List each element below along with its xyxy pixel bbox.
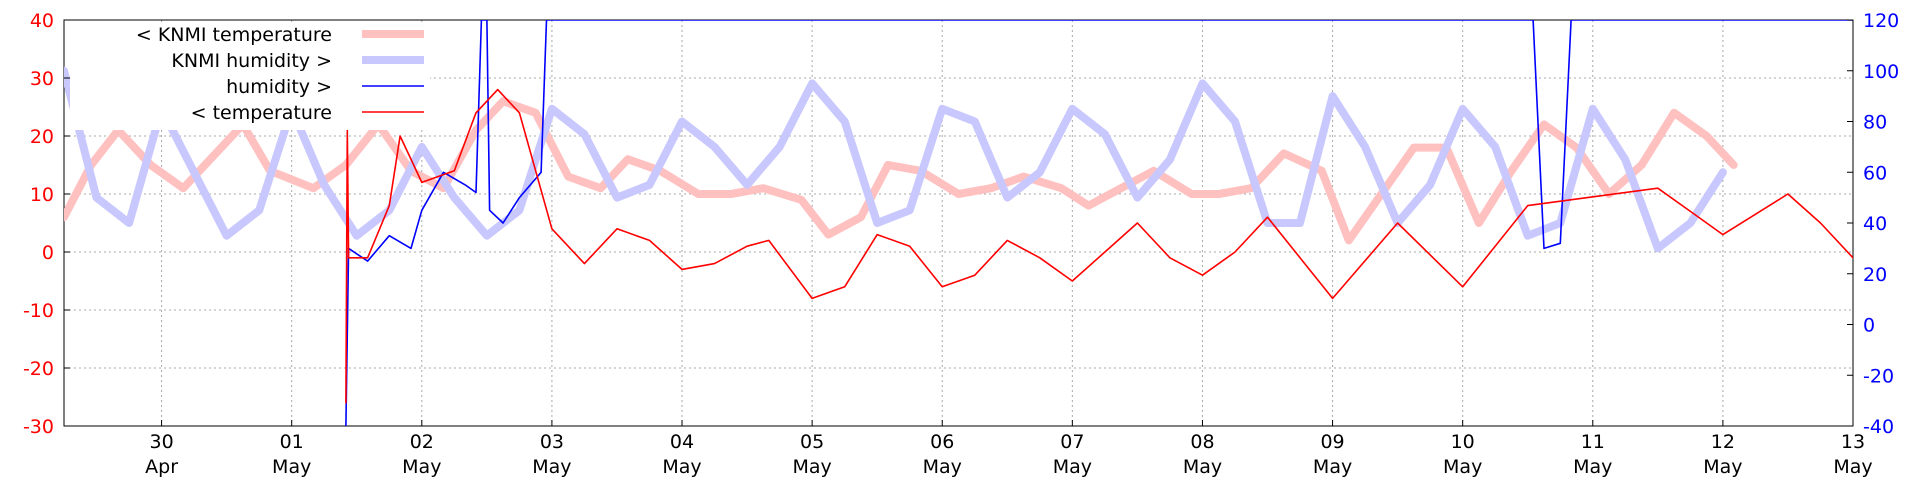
left-tick-label: -30 [23, 416, 54, 438]
x-tick-day: 05 [800, 431, 824, 453]
x-tick-day: 30 [149, 431, 173, 453]
right-tick-label: 0 [1863, 315, 1875, 337]
series-line-0 [64, 97, 1738, 245]
x-tick-month: May [662, 456, 701, 478]
right-tick-label: -40 [1863, 416, 1894, 438]
x-tick-day: 06 [930, 431, 954, 453]
series-line-3 [345, 88, 1853, 404]
left-axis-temperature: 40 30 20 10 0 -10 -20 -30 [23, 10, 70, 438]
x-tick-day: 09 [1320, 431, 1344, 453]
left-tick-label: -20 [23, 358, 54, 380]
series-line-1 [64, 66, 1727, 253]
x-tick-month: May [1053, 456, 1092, 478]
x-tick-day: 04 [670, 431, 694, 453]
x-tick-day: 07 [1060, 431, 1084, 453]
x-tick-month: May [1183, 456, 1222, 478]
x-tick-day: 12 [1711, 431, 1735, 453]
left-tick-label: 20 [30, 126, 54, 148]
legend-label: < KNMI temperature [136, 24, 332, 46]
left-tick-label: 40 [30, 10, 54, 32]
x-tick-month: May [402, 456, 441, 478]
x-tick-day: 10 [1451, 431, 1475, 453]
legend-label: < temperature [191, 102, 332, 124]
x-tick-month: May [1573, 456, 1612, 478]
right-tick-label: 100 [1863, 61, 1899, 83]
right-tick-label: 80 [1863, 112, 1887, 134]
left-tick-label: 0 [42, 242, 54, 264]
left-tick-label: -10 [23, 300, 54, 322]
x-tick-day: 02 [410, 431, 434, 453]
right-tick-label: -20 [1863, 365, 1894, 387]
x-tick-month: May [923, 456, 962, 478]
x-tick-day: 13 [1841, 431, 1865, 453]
x-tick-month: May [792, 456, 831, 478]
right-tick-label: 20 [1863, 264, 1887, 286]
right-tick-label: 60 [1863, 162, 1887, 184]
x-tick-month: May [1703, 456, 1742, 478]
x-axis-dates: 30 Apr 01 May 02 May 03 May 04 May 05 May 06 May 07 May… [145, 420, 1873, 478]
x-tick-day: 11 [1581, 431, 1605, 453]
legend: < KNMI temperature KNMI humidity > humidit… [70, 22, 430, 130]
x-tick-month: May [1833, 456, 1872, 478]
left-tick-label: 10 [30, 184, 54, 206]
series-lines [64, 20, 1853, 426]
x-tick-month: May [532, 456, 571, 478]
x-tick-month: May [1313, 456, 1352, 478]
legend-label: humidity > [226, 76, 332, 98]
legend-label: KNMI humidity > [171, 50, 332, 72]
right-axis-humidity: 120 100 80 60 40 20 0 -20 -40 [1847, 10, 1899, 438]
right-tick-label: 40 [1863, 213, 1887, 235]
x-tick-day: 01 [280, 431, 304, 453]
x-tick-day: 03 [540, 431, 564, 453]
x-tick-month: May [1443, 456, 1482, 478]
right-tick-label: 120 [1863, 10, 1899, 32]
x-tick-month: Apr [145, 456, 178, 478]
x-tick-month: May [272, 456, 311, 478]
series-line-2 [345, 20, 1853, 426]
x-tick-day: 08 [1190, 431, 1214, 453]
left-tick-label: 30 [30, 68, 54, 90]
